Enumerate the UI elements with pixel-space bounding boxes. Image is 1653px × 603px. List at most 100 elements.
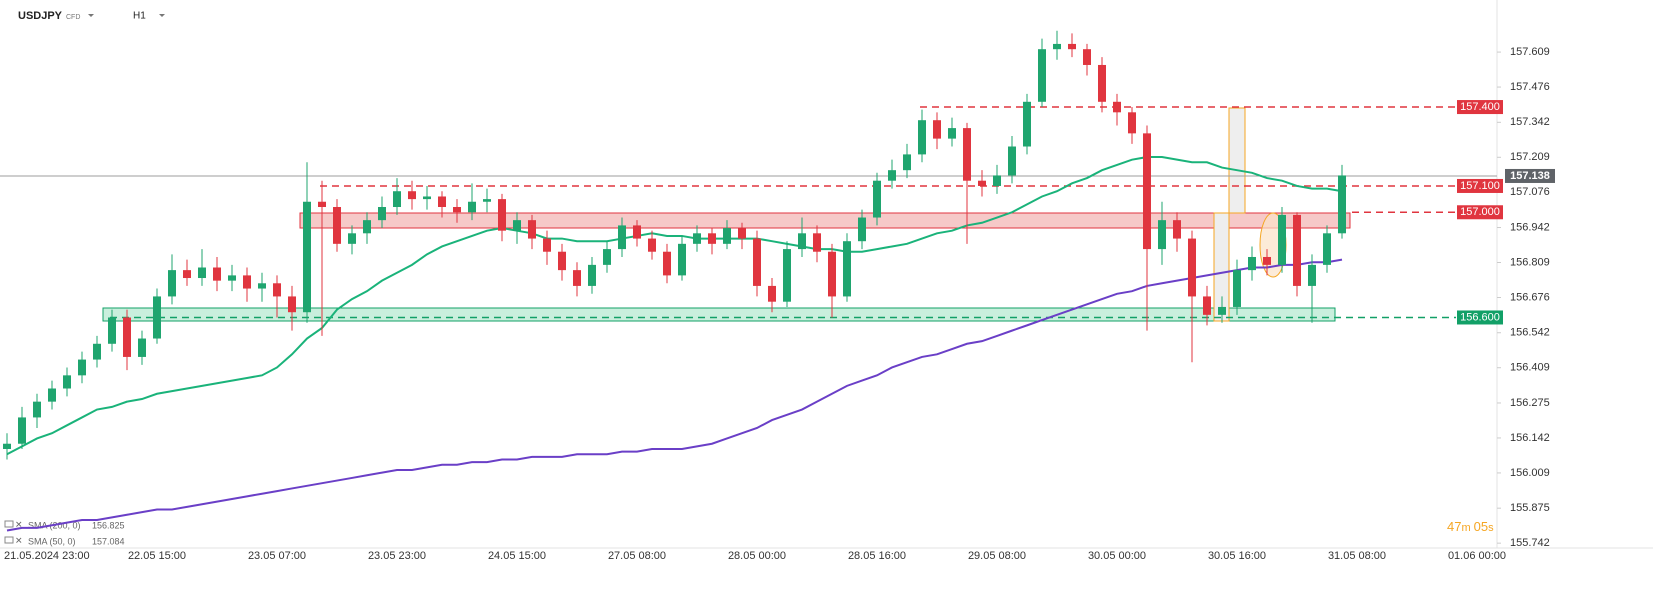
candle-body <box>1203 296 1211 315</box>
y-tick-label: 156.676 <box>1510 291 1550 303</box>
sma-line <box>6 156 1343 456</box>
interval[interactable]: H1 <box>133 11 146 22</box>
candle-body <box>1128 112 1136 134</box>
legend-label: SMA (50, 0) <box>28 536 76 546</box>
y-tick-label: 156.009 <box>1510 467 1550 479</box>
candle-body <box>1158 220 1166 250</box>
candle-body <box>633 225 641 239</box>
candle-body <box>468 201 476 213</box>
sma-line <box>6 258 1343 532</box>
candle-body <box>1308 264 1316 286</box>
candle-body <box>213 267 221 281</box>
y-tick-label: 157.076 <box>1510 186 1550 198</box>
level-label-box <box>1457 310 1503 325</box>
symbol[interactable]: USDJPY <box>18 10 63 22</box>
candle-body <box>948 128 956 139</box>
instrument: CFD <box>66 14 80 21</box>
y-tick-label: 155.742 <box>1510 537 1550 549</box>
x-tick-label: 01.06 00:00 <box>1448 550 1506 562</box>
candle-body <box>123 317 131 357</box>
candle-body <box>1143 133 1151 250</box>
candle-body <box>1323 233 1331 265</box>
candle-body <box>48 388 56 402</box>
dropdown-arrow[interactable] <box>159 14 165 17</box>
candle-body <box>93 343 101 360</box>
candle-body <box>1248 256 1256 271</box>
candle-body <box>573 270 581 286</box>
candle-body <box>618 225 626 250</box>
legend-close[interactable]: ✕ <box>15 519 23 529</box>
x-tick-label: 30.05 16:00 <box>1208 550 1266 562</box>
x-tick-label: 21.05.2024 23:00 <box>4 550 90 562</box>
y-tick-label: 157.609 <box>1510 46 1550 58</box>
candle-body <box>1263 256 1271 265</box>
candle-body <box>108 317 116 344</box>
support-zone <box>102 307 1336 322</box>
timer-minutes: 47 <box>1447 519 1461 534</box>
candle-body <box>1233 270 1241 307</box>
y-tick-label: 157.342 <box>1510 116 1550 128</box>
x-tick-label: 28.05 16:00 <box>848 550 906 562</box>
level-label-box <box>1457 178 1503 193</box>
candle-body <box>648 238 656 252</box>
y-tick-label: 156.275 <box>1510 397 1550 409</box>
candle-body <box>918 120 926 155</box>
candle-body <box>933 120 941 139</box>
level-label: 157.000 <box>1460 206 1500 218</box>
candle-body <box>78 359 86 376</box>
candle-body <box>18 417 26 444</box>
annotations <box>102 107 1351 322</box>
y-tick-label: 156.942 <box>1510 221 1550 233</box>
x-tick-label: 28.05 00:00 <box>728 550 786 562</box>
level-label: 157.400 <box>1460 101 1500 113</box>
y-tick-label: 156.542 <box>1510 327 1550 339</box>
candle-body <box>813 233 821 252</box>
candle-body <box>348 233 356 244</box>
candle-body <box>243 275 251 289</box>
candle-body <box>723 228 731 244</box>
dropdown-arrow[interactable] <box>88 14 94 17</box>
y-tick-label: 156.809 <box>1510 256 1550 268</box>
candle-body <box>1338 175 1346 234</box>
timer: 47m 05s <box>1447 519 1494 534</box>
candle-body <box>1188 238 1196 297</box>
y-tick-label: 156.142 <box>1510 432 1550 444</box>
legend-icon[interactable] <box>4 520 14 528</box>
level-label: 156.600 <box>1460 311 1500 323</box>
candle-body <box>753 238 761 286</box>
y-tick-label: 157.209 <box>1510 151 1550 163</box>
candle-body <box>678 243 686 276</box>
timer-unit: s <box>1488 522 1494 534</box>
candle-body <box>1113 101 1121 113</box>
candle-body <box>828 251 836 297</box>
candle-body <box>63 375 71 389</box>
candle-body <box>423 196 431 200</box>
candle-body <box>1068 43 1076 50</box>
candle-body <box>993 175 1001 186</box>
level-label: 157.100 <box>1460 180 1500 192</box>
legend-icon[interactable] <box>4 536 14 544</box>
x-tick-label: 31.05 08:00 <box>1328 550 1386 562</box>
candle-body <box>588 264 596 286</box>
timer-unit: m <box>1461 522 1470 534</box>
candle-body <box>1098 64 1106 102</box>
candle-body <box>138 338 146 357</box>
candle-body <box>378 207 386 221</box>
candle-body <box>408 191 416 200</box>
candle-body <box>453 207 461 213</box>
candle-body <box>168 270 176 297</box>
candle-body <box>153 296 161 339</box>
candle-body <box>888 170 896 181</box>
legend-close[interactable]: ✕ <box>15 535 23 545</box>
x-tick-label: 23.05 23:00 <box>368 550 426 562</box>
candle-body <box>1008 146 1016 176</box>
legend-value: 157.084 <box>92 536 125 546</box>
range-box <box>1228 107 1246 214</box>
x-tick-label: 24.05 15:00 <box>488 550 546 562</box>
candle-body <box>483 199 491 202</box>
candle-body <box>858 217 866 242</box>
candle-body <box>228 275 236 281</box>
candle-body <box>258 283 266 289</box>
candle-body <box>1173 220 1181 239</box>
